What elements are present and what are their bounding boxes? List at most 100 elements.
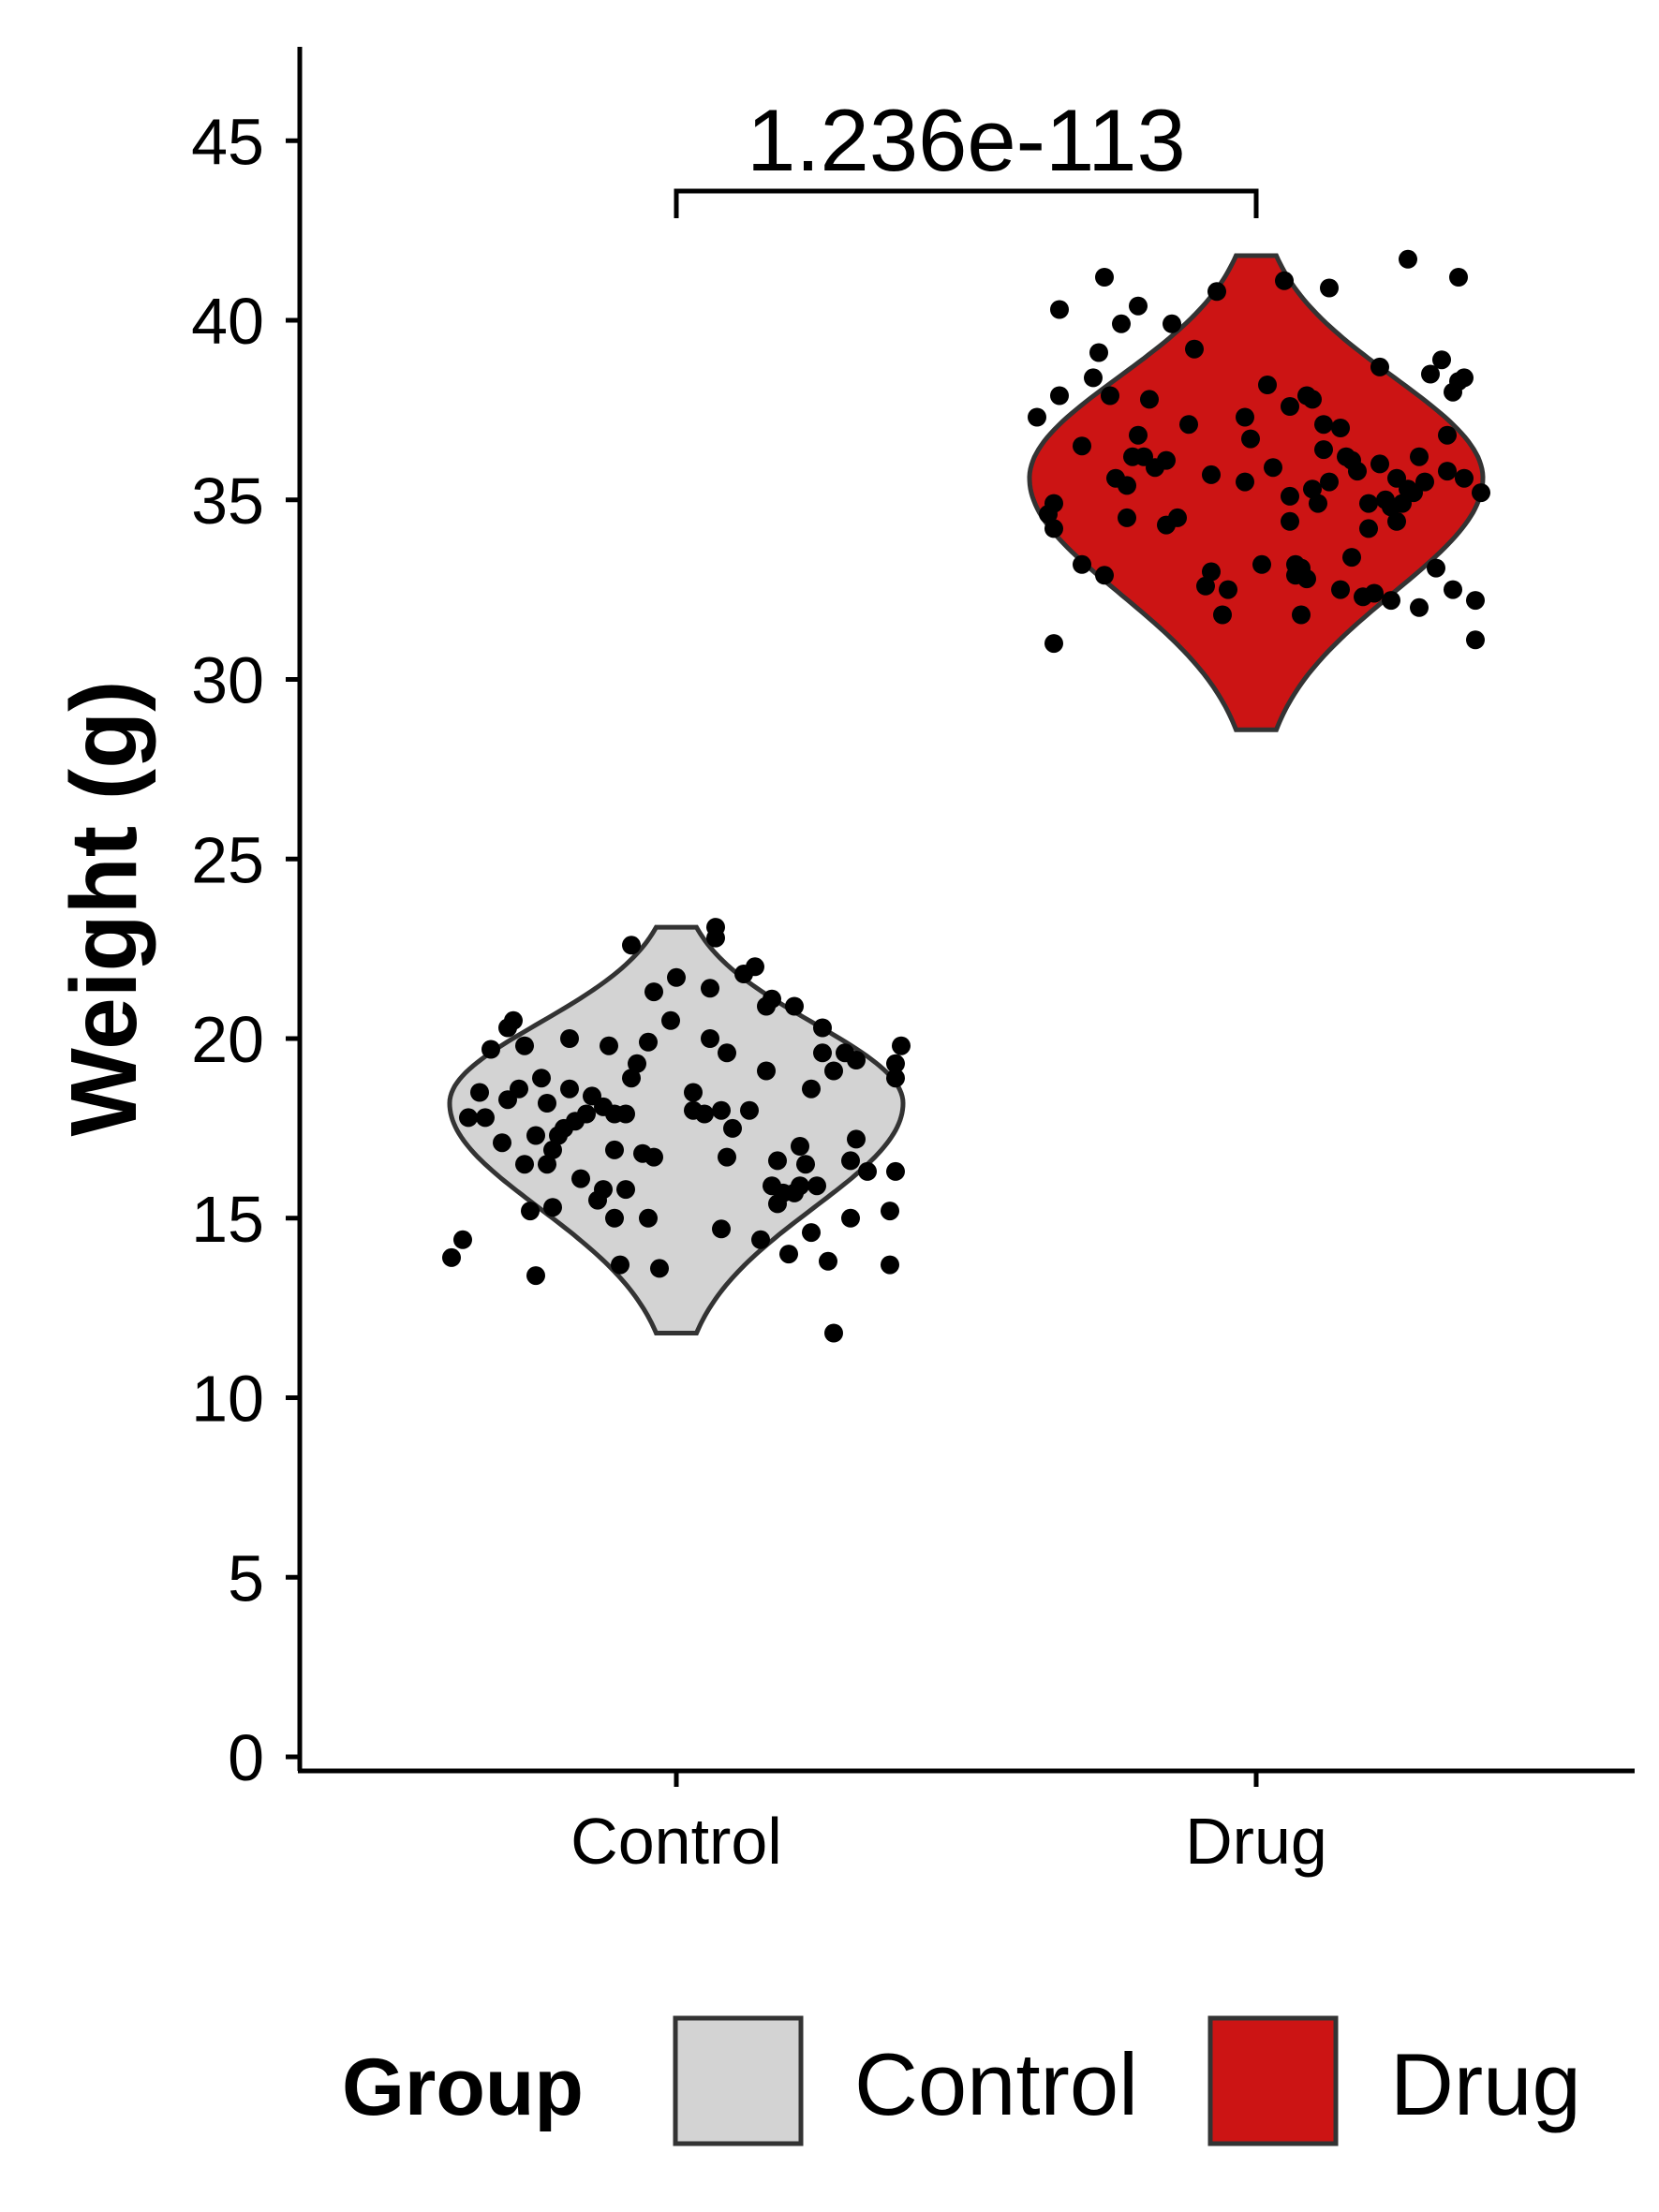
violin-drug: [1027, 253, 1486, 732]
data-point-control: [667, 967, 686, 987]
data-point-control: [881, 1202, 899, 1221]
y-tick-label: 40: [191, 285, 264, 358]
data-point-control: [639, 1032, 658, 1052]
data-point-drug: [1410, 447, 1429, 466]
data-point-drug: [1466, 591, 1485, 611]
data-point-control: [515, 1155, 534, 1174]
data-point-drug: [1044, 494, 1063, 513]
y-tick-label: 5: [228, 1541, 264, 1615]
data-point-control: [622, 1069, 641, 1088]
data-point-drug: [1101, 386, 1119, 406]
data-point-control: [881, 1255, 899, 1275]
data-point-control: [847, 1051, 866, 1069]
data-point-drug: [1281, 511, 1299, 531]
bracket-line: [674, 188, 1259, 218]
data-point-drug: [1331, 580, 1350, 599]
data-point-control: [481, 1040, 500, 1059]
violin-control: [447, 924, 906, 1335]
y-tick-label: 15: [191, 1183, 264, 1256]
y-tick-label: 10: [191, 1363, 264, 1436]
legend: Group Control Drug: [342, 2015, 1581, 2146]
data-point-control: [785, 996, 804, 1016]
data-point-control: [493, 1133, 511, 1153]
data-point-drug: [1236, 472, 1254, 492]
data-point-control: [757, 1061, 776, 1081]
data-point-control: [577, 1104, 596, 1124]
data-point-control: [684, 1083, 703, 1102]
data-point-drug: [1359, 519, 1378, 538]
data-point-control: [442, 1247, 461, 1267]
legend-key-control: [673, 2015, 804, 2146]
data-point-control: [526, 1266, 545, 1286]
data-point-control: [510, 1079, 528, 1099]
data-point-drug: [1095, 566, 1114, 585]
data-point-drug: [1303, 390, 1322, 409]
data-point-drug: [1444, 580, 1462, 599]
data-point-control: [813, 1043, 832, 1063]
violins-layer: [447, 253, 1486, 1335]
data-point-control: [796, 1155, 815, 1174]
data-point-drug: [1044, 519, 1063, 538]
data-point-drug: [1427, 558, 1445, 578]
data-point-control: [841, 1208, 860, 1228]
data-point-drug: [1044, 634, 1063, 654]
data-point-control: [712, 1100, 731, 1120]
data-point-drug: [1129, 296, 1148, 316]
data-point-control: [650, 1259, 669, 1278]
data-point-control: [768, 1151, 787, 1171]
data-point-drug: [1179, 415, 1198, 435]
data-point-drug: [1050, 300, 1069, 319]
data-point-control: [701, 979, 719, 998]
data-point-drug: [1219, 580, 1237, 599]
data-point-drug: [1455, 368, 1474, 388]
data-point-drug: [1028, 407, 1046, 427]
data-point-drug: [1331, 419, 1350, 437]
data-point-drug: [1196, 576, 1215, 596]
data-point-control: [892, 1036, 911, 1055]
data-point-drug: [1073, 554, 1091, 574]
data-point-control: [616, 1104, 635, 1124]
data-point-drug: [1095, 268, 1114, 287]
data-point-control: [538, 1155, 556, 1174]
x-ticks: Control Drug: [570, 1771, 1327, 1878]
data-point-control: [824, 1061, 843, 1081]
data-point-control: [824, 1323, 843, 1343]
data-point-control: [538, 1094, 556, 1113]
data-point-control: [521, 1202, 540, 1221]
data-point-drug: [1207, 282, 1226, 302]
data-point-drug: [1084, 368, 1103, 388]
data-point-control: [594, 1180, 613, 1200]
legend-label-control: Control: [854, 2035, 1138, 2133]
data-point-control: [723, 1118, 742, 1138]
legend-title: Group: [342, 2042, 584, 2132]
p-value-label: 1.236e-113: [747, 91, 1186, 189]
data-point-drug: [1382, 591, 1400, 611]
data-point-control: [695, 1104, 714, 1124]
y-tick-label: 30: [191, 644, 264, 717]
data-point-drug: [1252, 554, 1271, 574]
data-point-drug: [1438, 425, 1457, 445]
data-point-drug: [1168, 508, 1187, 527]
data-point-control: [791, 1176, 809, 1196]
data-point-drug: [1320, 472, 1339, 492]
y-tick-label: 45: [191, 105, 264, 178]
data-point-drug: [1365, 583, 1384, 603]
data-point-control: [571, 1169, 590, 1188]
data-point-control: [661, 1010, 680, 1030]
data-point-control: [701, 1029, 719, 1048]
y-ticks: 0 5 10 15 20 25 30 35 40 45: [191, 105, 300, 1794]
data-point-control: [453, 1230, 472, 1249]
data-point-control: [560, 1029, 579, 1048]
data-point-control: [628, 1054, 646, 1073]
data-point-drug: [1118, 508, 1136, 527]
data-point-control: [644, 982, 663, 1002]
data-point-drug: [1292, 605, 1311, 625]
data-point-drug: [1118, 476, 1136, 495]
data-point-control: [611, 1255, 630, 1275]
data-point-control: [819, 1251, 837, 1271]
data-point-drug: [1449, 268, 1468, 287]
data-point-control: [560, 1079, 579, 1099]
data-point-drug: [1213, 605, 1232, 625]
data-point-control: [718, 1043, 736, 1063]
